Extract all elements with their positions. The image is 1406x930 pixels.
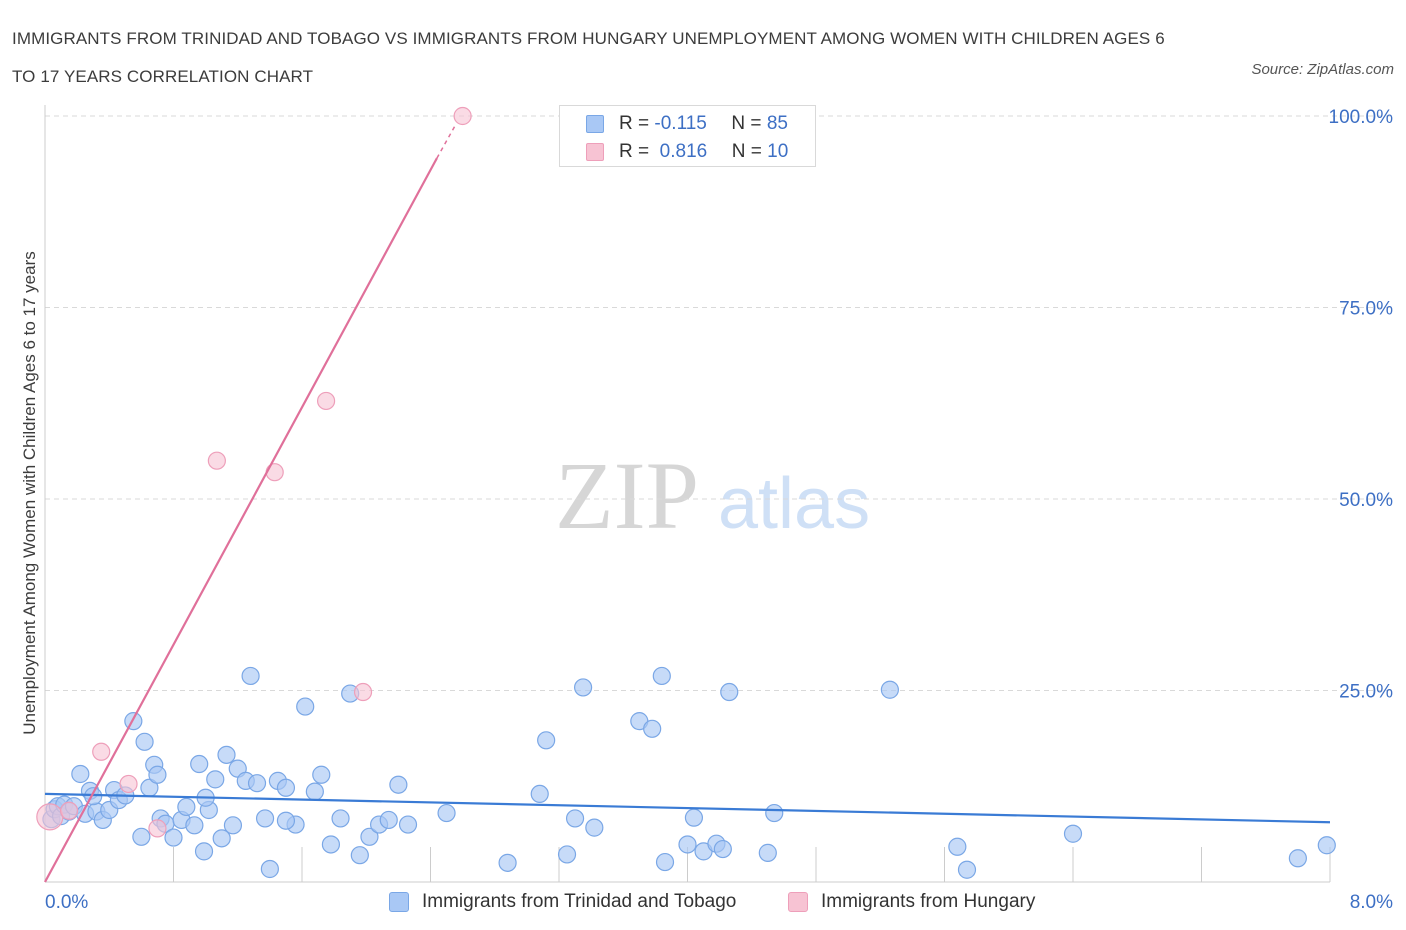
legend-n-label: N = (731, 113, 762, 134)
data-point-hungary (36, 803, 64, 831)
data-point-hungary (316, 391, 336, 411)
data-point-hungary (265, 463, 284, 482)
legend-n-label: N = (731, 141, 762, 162)
watermark-zip: ZIP (555, 442, 699, 549)
legend-n-value: 10 (767, 141, 789, 162)
data-point-trinidad (537, 731, 556, 750)
data-point-trinidad (643, 719, 662, 738)
data-point-trinidad (223, 816, 243, 835)
data-point-hungary (453, 106, 472, 126)
data-point-trinidad (557, 845, 577, 864)
data-point-trinidad (217, 745, 236, 764)
data-point-trinidad (260, 859, 279, 879)
trend-line-hungary (44, 157, 438, 883)
data-point-trinidad (652, 666, 671, 686)
series-legend-swatch-blue (389, 892, 409, 912)
data-point-hungary (59, 801, 79, 820)
data-point-trinidad (565, 809, 585, 828)
data-point-trinidad (758, 843, 777, 862)
data-point-trinidad (247, 774, 267, 793)
trend-line-hungary-extension (436, 123, 457, 159)
axes (44, 105, 1331, 883)
data-point-trinidad (530, 784, 549, 804)
data-point-trinidad (379, 810, 398, 830)
data-point-trinidad (573, 678, 593, 697)
correlation-legend: R = -0.115 N = 85 R = 0.816 N = 10 (559, 105, 816, 167)
data-point-trinidad (585, 818, 604, 837)
data-point-trinidad (880, 680, 899, 699)
data-point-hungary (92, 742, 111, 761)
data-point-trinidad (206, 770, 225, 789)
data-point-trinidad (185, 816, 204, 835)
watermark-atlas: atlas (718, 464, 870, 544)
data-point-trinidad (720, 682, 739, 702)
chart-title: IMMIGRANTS FROM TRINIDAD AND TOBAGO VS I… (12, 29, 1165, 86)
data-point-trinidad (321, 835, 341, 854)
data-point-trinidad (164, 828, 183, 847)
series-legend-label: Immigrants from Hungary (821, 891, 1036, 912)
watermark: ZIP atlas (555, 442, 870, 549)
data-point-trinidad (194, 842, 214, 861)
y-tick-label: 50.0% (1339, 490, 1393, 511)
gridlines (45, 115, 1395, 691)
data-point-trinidad (350, 846, 369, 865)
data-point-trinidad (684, 808, 704, 827)
data-point-trinidad (148, 765, 167, 784)
series-legend-swatch-pink (788, 892, 808, 912)
data-point-trinidad (498, 853, 517, 872)
data-point-trinidad (398, 815, 418, 834)
y-tick-label: 75.0% (1339, 299, 1393, 320)
data-point-trinidad (389, 775, 408, 794)
legend-r-label: R = (619, 113, 650, 134)
tick-labels: 25.0% 50.0% 75.0% 100.0% 0.0% 8.0% (45, 107, 1393, 913)
data-point-trinidad (276, 778, 296, 797)
data-point-trinidad (212, 829, 231, 848)
legend-n-value: 85 (766, 113, 788, 134)
data-point-trinidad (360, 827, 379, 846)
data-point-trinidad (713, 839, 732, 859)
series-hungary-points (36, 106, 472, 838)
data-point-trinidad (1288, 849, 1307, 868)
trend-lines (44, 123, 1331, 883)
data-point-hungary (148, 819, 167, 838)
data-point-hungary (207, 451, 226, 470)
y-tick-label: 100.0% (1329, 107, 1394, 128)
data-point-trinidad (296, 697, 315, 716)
data-point-trinidad (1317, 836, 1336, 855)
x-tick-label: 8.0% (1350, 892, 1393, 913)
x-tick-label: 0.0% (45, 892, 88, 913)
data-point-trinidad (305, 782, 324, 801)
legend-swatch-pink (586, 143, 604, 161)
data-point-trinidad (255, 809, 275, 828)
data-point-trinidad (1063, 824, 1083, 843)
data-point-trinidad (678, 835, 697, 854)
series-trinidad-points (42, 666, 1336, 879)
data-point-trinidad (177, 797, 196, 817)
data-point-trinidad (437, 803, 456, 823)
data-point-trinidad (312, 765, 331, 784)
legend-r-value: 0.816 (654, 141, 708, 162)
data-point-trinidad (655, 852, 675, 872)
data-point-trinidad (948, 837, 967, 856)
data-point-trinidad (132, 827, 151, 846)
legend-r-label: R = (619, 141, 650, 162)
legend-swatch-blue (586, 115, 604, 133)
data-point-trinidad (241, 666, 260, 686)
data-point-trinidad (135, 732, 154, 751)
data-point-hungary (353, 682, 373, 702)
data-point-trinidad (190, 754, 209, 774)
legend-r-value: -0.115 (654, 113, 707, 134)
data-point-trinidad (331, 809, 350, 828)
source-label: Source: ZipAtlas.com (1251, 61, 1394, 78)
series-legend-label: Immigrants from Trinidad and Tobago (422, 891, 737, 912)
data-point-trinidad (71, 764, 90, 784)
data-point-trinidad (765, 803, 784, 823)
trend-line-trinidad (44, 792, 1331, 824)
y-tick-label: 25.0% (1339, 682, 1393, 703)
data-point-trinidad (957, 860, 977, 879)
data-point-hungary (119, 774, 138, 794)
data-point-trinidad (276, 811, 296, 830)
